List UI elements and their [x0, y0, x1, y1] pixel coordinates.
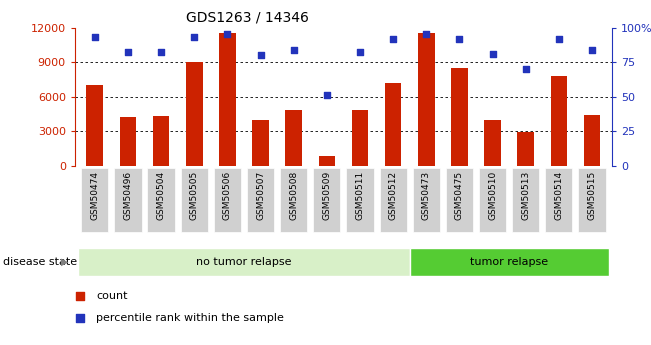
- Text: GSM50510: GSM50510: [488, 171, 497, 220]
- FancyBboxPatch shape: [409, 248, 609, 276]
- Point: [488, 51, 498, 57]
- Bar: [385, 83, 402, 166]
- Text: ▶: ▶: [61, 257, 68, 267]
- FancyBboxPatch shape: [115, 168, 141, 232]
- Bar: [518, 132, 534, 166]
- Text: GSM50506: GSM50506: [223, 171, 232, 220]
- Bar: [252, 120, 269, 166]
- Point: [222, 32, 232, 37]
- FancyBboxPatch shape: [546, 168, 572, 232]
- Text: GSM50507: GSM50507: [256, 171, 265, 220]
- Text: GSM50496: GSM50496: [124, 171, 132, 220]
- FancyBboxPatch shape: [148, 168, 174, 232]
- FancyBboxPatch shape: [579, 168, 605, 232]
- FancyBboxPatch shape: [78, 248, 409, 276]
- Point: [122, 50, 133, 55]
- Bar: [551, 76, 567, 166]
- Text: GSM50513: GSM50513: [521, 171, 531, 220]
- Text: count: count: [96, 292, 128, 302]
- Text: no tumor relapse: no tumor relapse: [196, 257, 292, 267]
- Bar: [219, 33, 236, 166]
- FancyBboxPatch shape: [446, 168, 473, 232]
- Text: percentile rank within the sample: percentile rank within the sample: [96, 313, 284, 323]
- Point: [156, 50, 166, 55]
- Bar: [87, 85, 103, 166]
- Text: GSM50505: GSM50505: [189, 171, 199, 220]
- Bar: [318, 156, 335, 166]
- Point: [322, 92, 332, 98]
- Point: [387, 181, 397, 187]
- Point: [189, 34, 199, 40]
- Bar: [153, 116, 169, 166]
- FancyBboxPatch shape: [280, 168, 307, 232]
- Bar: [418, 33, 435, 166]
- Text: GSM50514: GSM50514: [555, 171, 563, 220]
- Bar: [484, 120, 501, 166]
- Bar: [451, 68, 467, 166]
- Bar: [584, 115, 600, 166]
- Point: [454, 36, 465, 41]
- Point: [255, 52, 266, 58]
- Point: [587, 47, 597, 52]
- FancyBboxPatch shape: [247, 168, 274, 232]
- FancyBboxPatch shape: [413, 168, 440, 232]
- Text: GSM50512: GSM50512: [389, 171, 398, 220]
- Bar: [186, 62, 202, 166]
- Point: [90, 34, 100, 40]
- Text: GSM50515: GSM50515: [588, 171, 596, 220]
- FancyBboxPatch shape: [180, 168, 208, 232]
- Text: GDS1263 / 14346: GDS1263 / 14346: [186, 10, 309, 24]
- FancyBboxPatch shape: [346, 168, 374, 232]
- Text: GSM50511: GSM50511: [355, 171, 365, 220]
- FancyBboxPatch shape: [512, 168, 539, 232]
- Point: [355, 50, 365, 55]
- Bar: [352, 110, 368, 166]
- Text: GSM50504: GSM50504: [156, 171, 165, 220]
- FancyBboxPatch shape: [313, 168, 340, 232]
- Point: [388, 36, 398, 41]
- FancyBboxPatch shape: [479, 168, 506, 232]
- Bar: [285, 110, 302, 166]
- Text: tumor relapse: tumor relapse: [470, 257, 548, 267]
- FancyBboxPatch shape: [81, 168, 108, 232]
- Text: GSM50508: GSM50508: [289, 171, 298, 220]
- Text: GSM50474: GSM50474: [90, 171, 99, 220]
- FancyBboxPatch shape: [214, 168, 241, 232]
- Bar: [120, 117, 136, 166]
- Text: disease state: disease state: [3, 257, 77, 267]
- FancyBboxPatch shape: [380, 168, 407, 232]
- Text: GSM50509: GSM50509: [322, 171, 331, 220]
- Point: [288, 47, 299, 52]
- Text: GSM50473: GSM50473: [422, 171, 431, 220]
- Point: [521, 66, 531, 72]
- Point: [554, 36, 564, 41]
- Text: GSM50475: GSM50475: [455, 171, 464, 220]
- Point: [421, 32, 432, 37]
